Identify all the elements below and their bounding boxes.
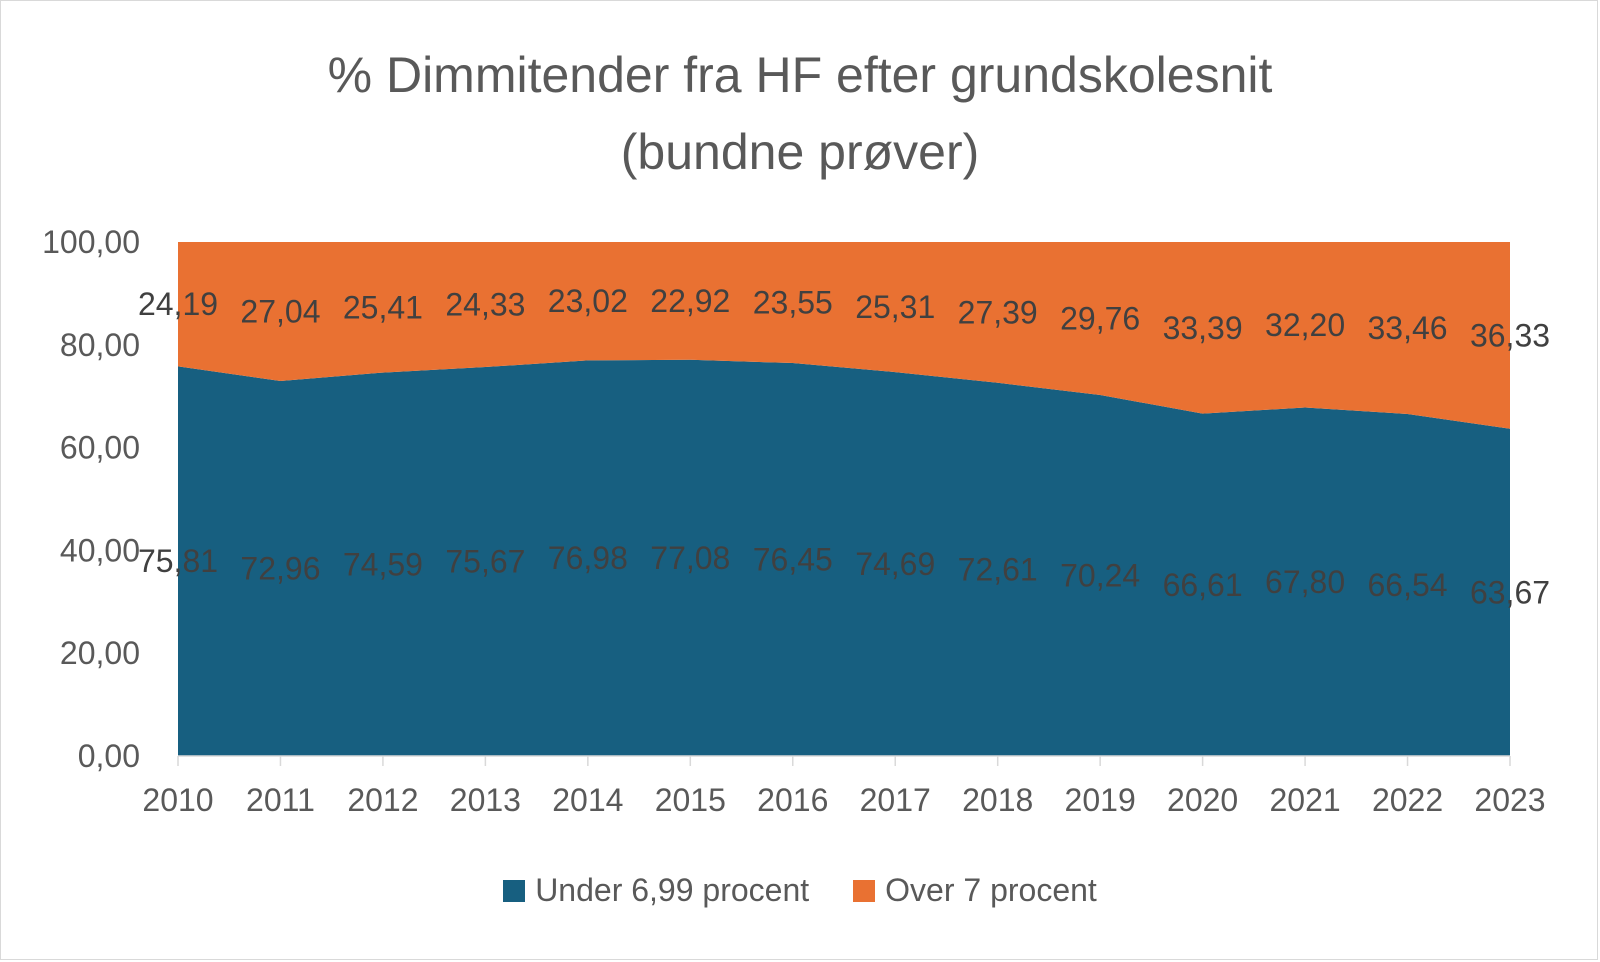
x-tick-label: 2013: [450, 782, 521, 818]
data-label-over: 24,33: [445, 287, 525, 323]
series-area-over: [178, 242, 1510, 429]
data-label-over: 22,92: [650, 283, 730, 319]
data-label-over: 33,46: [1367, 310, 1447, 346]
data-label-under: 70,24: [1060, 557, 1140, 593]
data-label-under: 63,67: [1470, 574, 1550, 610]
x-tick-label: 2011: [246, 782, 315, 818]
data-label-over: 36,33: [1470, 317, 1550, 353]
x-tick-label: 2020: [1167, 782, 1238, 818]
x-tick-label: 2012: [347, 782, 418, 818]
legend-label-over: Over 7 procent: [885, 872, 1097, 908]
series-area-under: [178, 359, 1510, 756]
x-tick-label: 2023: [1474, 782, 1545, 818]
y-tick-label: 60,00: [60, 430, 140, 466]
legend: Under 6,99 procent Over 7 procent: [0, 872, 1600, 909]
data-label-under: 72,96: [240, 550, 320, 586]
data-label-over: 25,41: [343, 289, 423, 325]
chart-title-line-1: % Dimmitender fra HF efter grundskolesni…: [327, 47, 1273, 103]
x-tick-label: 2017: [860, 782, 931, 818]
x-tick-label: 2016: [757, 782, 828, 818]
y-axis: 0,00 20,00 40,00 60,00 80,00 100,00: [42, 224, 140, 774]
x-tick-label: 2010: [142, 782, 213, 818]
data-label-over: 27,39: [958, 294, 1038, 330]
x-tick-label: 2018: [962, 782, 1033, 818]
data-label-under: 75,67: [445, 544, 525, 580]
data-label-over: 29,76: [1060, 300, 1140, 336]
x-tick-label: 2015: [655, 782, 726, 818]
data-label-under: 72,61: [958, 551, 1038, 587]
y-tick-label: 40,00: [60, 532, 140, 568]
data-label-under: 74,69: [855, 546, 935, 582]
y-tick-label: 80,00: [60, 327, 140, 363]
data-label-over: 33,39: [1163, 310, 1243, 346]
x-tick-label: 2022: [1372, 782, 1443, 818]
legend-swatch-under: [503, 879, 526, 902]
data-label-under: 74,59: [343, 546, 423, 582]
legend-label-under: Under 6,99 procent: [535, 872, 810, 908]
data-label-over: 32,20: [1265, 307, 1345, 343]
data-label-over: 23,02: [548, 283, 628, 319]
data-label-under: 67,80: [1265, 564, 1345, 600]
data-label-under: 75,81: [138, 543, 218, 579]
series-areas: [178, 242, 1510, 756]
data-label-under: 66,54: [1367, 567, 1447, 603]
data-label-under: 76,45: [753, 542, 833, 578]
data-label-over: 23,55: [753, 285, 833, 321]
y-tick-label: 100,00: [42, 224, 140, 260]
x-axis: 2010 2011 2012 2013 2014 2015 2016 2017 2018 2019…: [142, 755, 1546, 818]
data-label-under: 76,98: [548, 540, 628, 576]
data-label-under: 66,61: [1163, 567, 1243, 603]
data-labels: 75,81 72,96 74,59 75,67 76,98 77,08 76,45 74,69…: [138, 283, 1550, 610]
data-label-over: 25,31: [855, 289, 935, 325]
y-tick-label: 0,00: [78, 738, 140, 774]
x-tick-label: 2019: [1065, 782, 1136, 818]
y-tick-label: 20,00: [60, 635, 140, 671]
legend-item-under: Under 6,99 procent: [503, 872, 809, 909]
x-tick-label: 2014: [552, 782, 623, 818]
legend-item-over: Over 7 procent: [853, 872, 1097, 909]
data-label-over: 24,19: [138, 286, 218, 322]
data-label-under: 77,08: [650, 540, 730, 576]
x-tick-label: 2021: [1269, 782, 1340, 818]
legend-swatch-over: [853, 879, 876, 902]
chart-title-line-2: (bundne prøver): [620, 124, 980, 180]
data-label-over: 27,04: [240, 293, 320, 329]
